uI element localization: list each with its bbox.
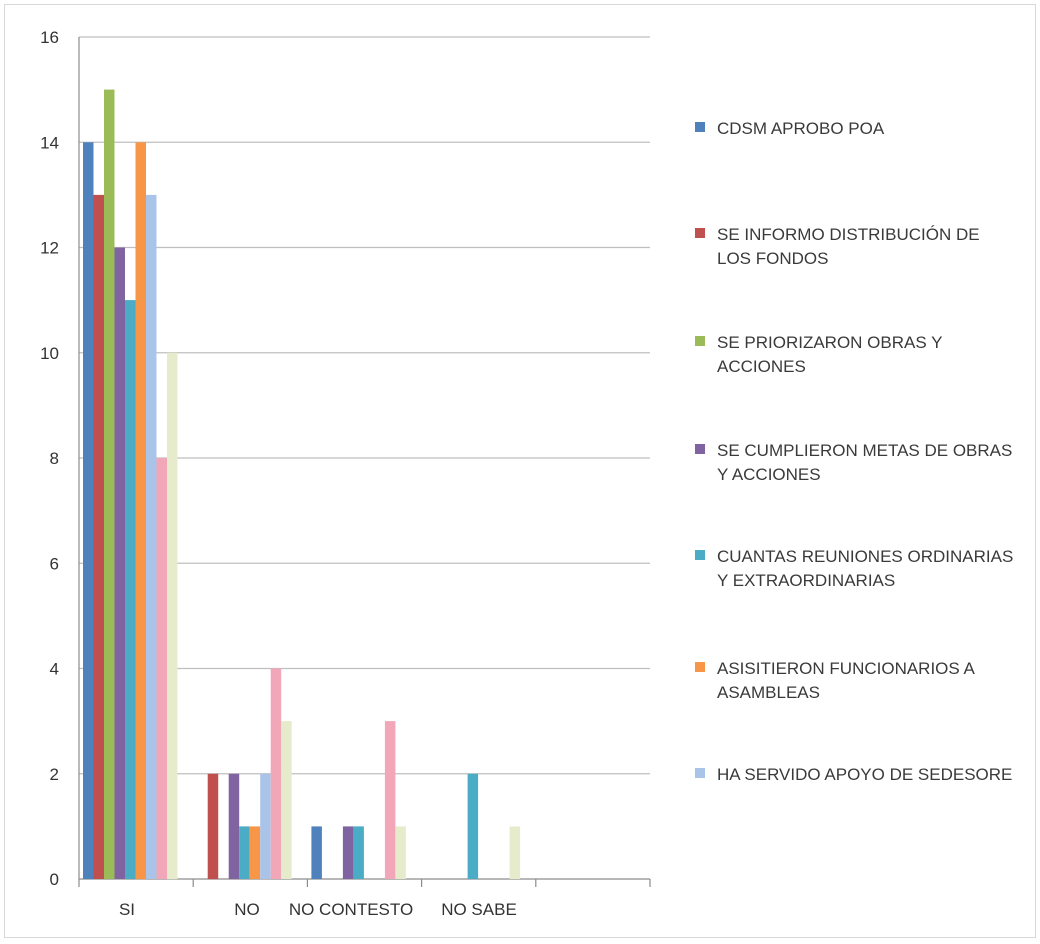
- y-tick-label: 14: [40, 133, 59, 152]
- bar: [228, 773, 240, 880]
- y-tick-label: 4: [50, 660, 59, 679]
- bar: [384, 721, 396, 879]
- legend-swatch: [695, 662, 705, 672]
- bar: [239, 826, 250, 879]
- x-category-label: NO: [234, 900, 260, 919]
- legend-label: ASISITIERON FUNCIONARIOS A ASAMBLEAS: [717, 659, 974, 702]
- bar: [281, 721, 292, 879]
- bar: [467, 773, 479, 880]
- y-tick-label: 16: [40, 28, 59, 47]
- x-category-label: SI: [119, 900, 135, 919]
- bar: [509, 826, 521, 879]
- bar: [270, 668, 282, 879]
- bar: [207, 773, 219, 880]
- bar: [342, 826, 354, 879]
- bar: [395, 826, 406, 879]
- y-tick-labels: 0 2 4 6 8 10 12 14 16: [40, 28, 59, 889]
- legend-swatch: [695, 768, 705, 778]
- legend-label: CUANTAS REUNIONES ORDINARIAS Y EXTRAORDI…: [717, 547, 1014, 590]
- bar: [353, 826, 364, 879]
- bar: [83, 142, 94, 880]
- y-tick-label: 6: [50, 554, 59, 573]
- y-tick-label: 2: [50, 765, 59, 784]
- legend-swatch: [695, 444, 705, 454]
- y-tick-label: 12: [40, 239, 59, 258]
- legend-label: SE CUMPLIERON METAS DE OBRAS Y ACCIONES: [717, 441, 1013, 484]
- axes: [78, 37, 651, 887]
- chart-frame: 0 2 4 6 8 10 12 14 16 SI NO NO CONTESTO NO SABE CDS…: [4, 4, 1036, 938]
- legend-swatch: [695, 336, 705, 346]
- legend-swatch: [695, 550, 705, 560]
- bar: [249, 826, 261, 879]
- x-category-label: NO CONTESTO: [289, 900, 413, 919]
- legend-label: HA SERVIDO APOYO DE SEDESORE: [717, 765, 1013, 784]
- bar: [156, 458, 167, 879]
- bar: [104, 89, 115, 880]
- bar: [125, 300, 136, 880]
- bar-chart: 0 2 4 6 8 10 12 14 16 SI NO NO CONTESTO NO SABE: [40, 28, 651, 919]
- legend-label: CDSM APROBO POA: [717, 119, 885, 138]
- bar: [311, 826, 322, 879]
- x-category-labels: SI NO NO CONTESTO NO SABE: [119, 900, 517, 919]
- bar: [114, 247, 125, 879]
- y-tick-label: 10: [40, 344, 59, 363]
- y-tick-label: 8: [50, 449, 59, 468]
- legend-swatch: [695, 228, 705, 238]
- legend-label: SE INFORMO DISTRIBUCIÓN DE LOS FONDOS: [717, 225, 980, 268]
- bar: [146, 194, 157, 879]
- bar: [93, 194, 104, 879]
- x-category-label: NO SABE: [441, 900, 517, 919]
- legend-swatch: [695, 122, 705, 132]
- legend-label: SE PRIORIZARON OBRAS Y ACCIONES: [717, 333, 943, 376]
- bars: [83, 89, 521, 880]
- bar: [167, 352, 178, 880]
- bar: [135, 142, 146, 880]
- bar: [260, 773, 271, 880]
- y-tick-label: 0: [50, 870, 59, 889]
